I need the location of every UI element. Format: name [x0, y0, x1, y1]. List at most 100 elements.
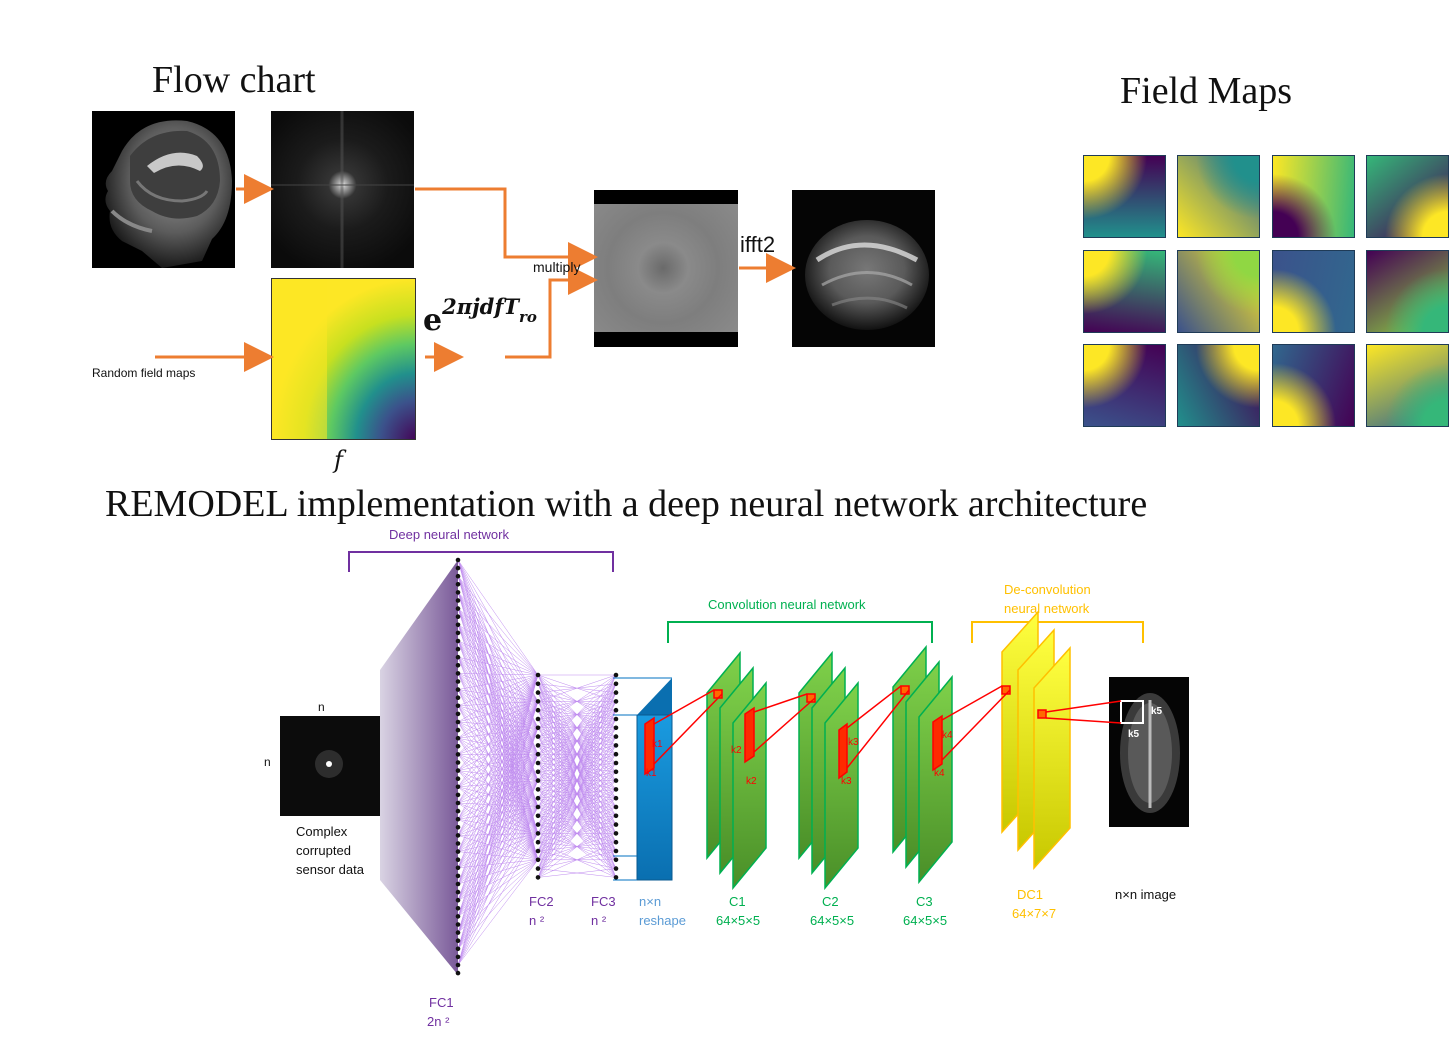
field-map-tile: [1272, 344, 1355, 427]
neuron-dot: [455, 849, 461, 854]
kernel-connector: [753, 693, 808, 713]
neuron-dot: [535, 690, 541, 695]
k3-label-b: k3: [841, 776, 852, 787]
field-maps-title: Field Maps: [1120, 70, 1293, 112]
kernel-connector: [653, 689, 715, 725]
formula-base: e: [423, 303, 443, 338]
field-map-tile: [1366, 344, 1449, 427]
neuron-dot: [535, 866, 541, 871]
kernel-connector: [941, 685, 1003, 721]
neuron-dot: [455, 938, 461, 943]
ifft2-label: ifft2: [740, 232, 776, 257]
neuron-dot: [613, 690, 619, 695]
k5-label-b: k5: [1128, 729, 1140, 740]
neuron-dot: [535, 734, 541, 739]
neuron-dot: [455, 897, 461, 903]
kernel-connector: [1045, 717, 1122, 724]
field-map-tile: [1177, 155, 1260, 238]
neuron-dot: [535, 769, 541, 775]
neuron-dot: [455, 654, 461, 660]
neuron-dot: [455, 679, 461, 684]
kernel-window: [932, 714, 943, 772]
kernel-window: [744, 706, 755, 764]
fc1-size: 2n ²: [427, 1014, 450, 1029]
neuron-dot: [455, 930, 461, 935]
neuron-dot: [455, 614, 461, 619]
neuron-dot: [455, 711, 461, 717]
neuron-dot: [613, 716, 619, 722]
f-label: f: [334, 446, 343, 474]
neuron-dot: [455, 816, 461, 822]
kernel-connector: [846, 689, 910, 769]
kernel-connector: [753, 697, 816, 753]
neuron-dot: [455, 582, 461, 587]
neuron-dot: [535, 778, 541, 783]
neuron-dot: [455, 954, 461, 960]
neuron-dot: [455, 800, 461, 806]
field-map-tile: [1366, 155, 1449, 238]
dnn-label: Deep neural network: [389, 527, 509, 542]
neuron-dot: [535, 725, 541, 731]
conv-feature-map: [732, 680, 767, 891]
neuron-dot: [455, 687, 461, 692]
neuron-dot: [455, 703, 461, 709]
k5-label-a: k5: [1151, 706, 1163, 717]
fc1-fan: [380, 560, 458, 975]
input-caption-2: corrupted: [296, 843, 351, 858]
kernel-connector: [846, 685, 902, 729]
neuron-dot: [613, 725, 619, 731]
neuron-dot: [535, 787, 541, 792]
neuron-dot: [455, 922, 461, 927]
neuron-dot: [613, 787, 619, 792]
kernel-connector: [941, 689, 1011, 761]
field-map-tile: [1177, 344, 1260, 427]
field-map-tile: [1083, 155, 1166, 238]
dc1-size: 64×7×7: [1012, 906, 1057, 921]
neuron-dot: [455, 744, 461, 749]
input-caption-3: sensor data: [296, 862, 364, 877]
neuron-dot: [455, 768, 461, 773]
kernel-connector: [653, 693, 723, 765]
formula-exponent: 2πjdfT: [442, 294, 520, 319]
reshape-label-1: n×n: [639, 894, 662, 909]
neuron-dot: [613, 839, 619, 845]
field-map-f-image: [271, 278, 416, 440]
neuron-dot: [535, 795, 541, 801]
neuron-dot: [455, 646, 461, 652]
neuron-dot: [535, 839, 541, 845]
deconv-label-line1: De-convolution: [1004, 582, 1091, 597]
neuron-dot: [455, 630, 461, 636]
neuron-dot: [613, 699, 619, 704]
field-map-tile: [1083, 344, 1166, 427]
architecture-title: REMODEL implementation with a deep neura…: [105, 483, 1148, 525]
multiplied-kspace-image: [594, 190, 738, 347]
neuron-dot: [455, 962, 461, 968]
neuron-dot: [535, 743, 541, 748]
neuron-dot: [613, 848, 619, 854]
dnn-bracket: [348, 551, 614, 572]
neuron-dot: [613, 875, 619, 880]
neuron-dot: [535, 813, 541, 819]
field-map-tile: [1366, 250, 1449, 333]
neuron-dot: [455, 663, 461, 668]
neuron-dot: [613, 866, 619, 871]
neuron-dot: [613, 857, 619, 863]
neuron-dot: [535, 831, 541, 836]
conv-feature-map: [824, 680, 859, 891]
neuron-dot: [455, 752, 461, 757]
kernel-output-cell: [713, 689, 723, 699]
kernel-output-cell: [900, 685, 910, 695]
random-field-maps-label: Random field maps: [92, 366, 196, 380]
neuron-dot: [455, 865, 461, 871]
neuron-dot: [455, 557, 461, 563]
c3-name: C3: [916, 894, 933, 909]
c1-size: 64×5×5: [716, 913, 761, 928]
neuron-dot: [535, 848, 541, 854]
fc3-name: FC3: [591, 894, 616, 909]
mri-head-image: [92, 111, 235, 268]
field-map-tile: [1083, 250, 1166, 333]
kernel-connector: [1045, 700, 1122, 713]
neuron-dot: [455, 695, 461, 700]
neuron-dot: [613, 778, 619, 783]
neuron-dot: [455, 970, 461, 976]
